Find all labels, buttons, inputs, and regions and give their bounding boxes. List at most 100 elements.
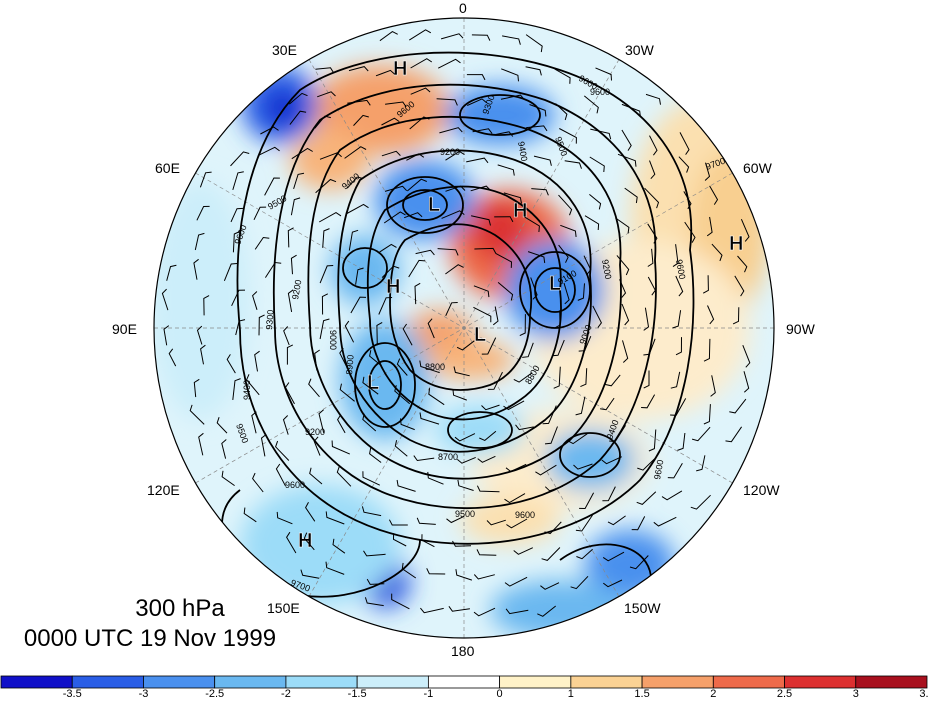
contour-label: 8900 [344, 354, 356, 375]
wind-barb [193, 378, 200, 398]
wind-barb [567, 433, 588, 445]
wind-barb [473, 285, 490, 298]
colorbar-swatch [712, 675, 785, 689]
wind-barb [553, 366, 561, 389]
colorbar-tick-label: 1.5 [634, 688, 650, 700]
wind-barb [573, 463, 593, 470]
wind-barb [437, 248, 459, 256]
wind-barb [649, 135, 658, 156]
wind-barb [504, 493, 526, 504]
wind-barb [621, 303, 630, 326]
contour-label: 9200 [600, 259, 613, 280]
wind-barb [362, 376, 379, 395]
wind-barb [414, 282, 421, 305]
wind-barb [290, 254, 297, 275]
wind-barb [284, 382, 295, 405]
wind-barb [661, 490, 683, 501]
wind-barb [643, 338, 656, 356]
wind-barb [691, 426, 711, 442]
wind-barb [246, 374, 260, 396]
wind-barb [221, 439, 227, 459]
wind-barb [315, 67, 335, 74]
wind-barb [641, 394, 656, 409]
longitude-label: 60E [155, 160, 180, 176]
colorbar-tick-label: -1 [423, 688, 434, 700]
colorbar-tick-label: -3.5 [62, 688, 82, 700]
valid-time-title: 0000 UTC 19 Nov 1999 [23, 625, 277, 652]
colorbar-swatch [499, 675, 572, 689]
wind-barb [286, 531, 297, 554]
wind-barb [319, 152, 342, 160]
colorbar-swatch [641, 675, 714, 689]
wind-barb [576, 548, 593, 560]
wind-barb [221, 470, 235, 487]
wind-barb [396, 358, 408, 376]
wind-barb [260, 434, 267, 457]
wind-barbs [161, 29, 751, 617]
wind-barb [732, 307, 740, 325]
wind-barb [314, 349, 320, 371]
wind-barb [199, 171, 212, 188]
wind-barb [473, 306, 492, 323]
wind-barb [406, 153, 425, 161]
wind-barb [391, 593, 410, 610]
wind-barb [437, 58, 461, 69]
wind-barb [314, 115, 331, 129]
wind-barb [725, 426, 743, 443]
wind-barb [166, 264, 177, 281]
wind-barb [286, 344, 294, 365]
wind-barb [339, 347, 348, 368]
wind-barb [535, 464, 557, 476]
wind-barb [602, 486, 616, 502]
wind-barb [554, 68, 571, 84]
wind-barb [702, 275, 709, 294]
wind-barb [355, 267, 364, 285]
wind-barb [346, 176, 364, 189]
wind-barb [315, 178, 337, 194]
contour-label: 9400 [242, 380, 252, 400]
wind-barb [332, 538, 346, 554]
wind-barb [570, 575, 589, 590]
wind-barb [683, 191, 692, 210]
wind-barb [602, 551, 625, 562]
longitude-label: 180 [451, 643, 475, 659]
wind-barb [283, 326, 290, 346]
wind-barb [258, 314, 265, 336]
wind-barb [479, 430, 497, 441]
wind-barb [601, 456, 623, 465]
colorbar-tick-label: 2 [710, 688, 717, 700]
wind-barb [445, 150, 465, 161]
wind-barb [322, 228, 330, 248]
wind-barb [645, 93, 661, 105]
wind-barb [629, 555, 649, 570]
wind-barb [531, 188, 549, 196]
contour-label: 9200 [305, 427, 325, 437]
wind-barb [376, 322, 383, 346]
wind-barb [558, 244, 569, 263]
wind-barb [369, 447, 382, 463]
wind-barb [290, 197, 301, 216]
longitude-label: 120E [147, 482, 180, 498]
wind-barb [743, 371, 750, 393]
wind-barb [474, 247, 497, 254]
wind-barb [409, 29, 432, 41]
wind-barb [381, 265, 400, 278]
wind-barb [471, 34, 491, 41]
colorbar-swatch [71, 675, 144, 689]
low-center-label: L [474, 324, 486, 346]
colorbar-swatch [0, 675, 73, 689]
wind-barb [487, 371, 503, 390]
wind-barb [348, 229, 359, 251]
wind-barb [319, 265, 334, 284]
wind-barb [525, 66, 542, 76]
wind-barb [636, 491, 657, 505]
wind-barb [408, 259, 426, 278]
wind-barb [583, 95, 599, 114]
wind-barb [564, 160, 582, 169]
wind-barb [457, 479, 474, 491]
longitude-label: 90E [112, 321, 137, 337]
wind-barb [388, 519, 408, 526]
wind-barb [275, 440, 290, 461]
wind-barb [421, 534, 435, 548]
wind-barb [448, 606, 470, 612]
